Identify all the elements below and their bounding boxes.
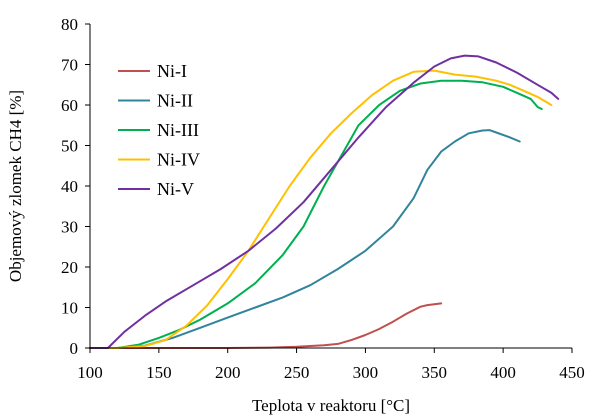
plot-series-group — [89, 54, 560, 349]
x-axis-title: Teplota v reaktoru [°C] — [252, 396, 410, 415]
y-tick-label: 40 — [61, 177, 78, 196]
y-tick-label: 20 — [61, 258, 78, 277]
series-line-ni-iii — [89, 79, 543, 349]
x-tick-label: 250 — [284, 363, 310, 382]
y-tick-label: 0 — [70, 339, 79, 358]
legend-item-ni-iv: Ni-IV — [118, 150, 200, 170]
y-tick-label: 80 — [61, 15, 78, 34]
ticks-group: 100 150 200 250 300 350 400 450 0 10 20 30 40 50 60 70 8… — [61, 15, 585, 382]
x-tick-label: 450 — [559, 363, 585, 382]
series-line-ni-ii — [89, 129, 521, 349]
legend-item-ni-i: Ni-I — [118, 61, 187, 81]
y-tick-label: 70 — [61, 56, 78, 75]
legend: Ni-I Ni-II Ni-III Ni-IV Ni-V — [118, 61, 200, 199]
legend-label: Ni-IV — [157, 150, 200, 170]
legend-item-ni-ii: Ni-II — [118, 91, 193, 111]
legend-item-ni-iii: Ni-III — [118, 120, 199, 140]
x-tick-label: 400 — [490, 363, 516, 382]
y-tick-label: 30 — [61, 218, 78, 237]
x-tick-label: 150 — [146, 363, 172, 382]
x-tick-label: 200 — [215, 363, 241, 382]
legend-label: Ni-II — [157, 91, 193, 111]
legend-label: Ni-V — [157, 179, 194, 199]
x-tick-label: 350 — [422, 363, 448, 382]
legend-label: Ni-III — [157, 120, 199, 140]
legend-item-ni-v: Ni-V — [118, 179, 194, 199]
y-axis-title: Objemový zlomek CH4 [%] — [6, 90, 25, 282]
series-line-ni-i — [89, 302, 443, 349]
y-tick-label: 50 — [61, 137, 78, 156]
y-tick-label: 60 — [61, 96, 78, 115]
y-tick-label: 10 — [61, 299, 78, 318]
x-tick-label: 300 — [353, 363, 379, 382]
legend-label: Ni-I — [157, 61, 187, 81]
series-line-ni-v — [89, 54, 560, 349]
x-tick-label: 100 — [77, 363, 103, 382]
series-line-ni-iv — [89, 69, 553, 349]
